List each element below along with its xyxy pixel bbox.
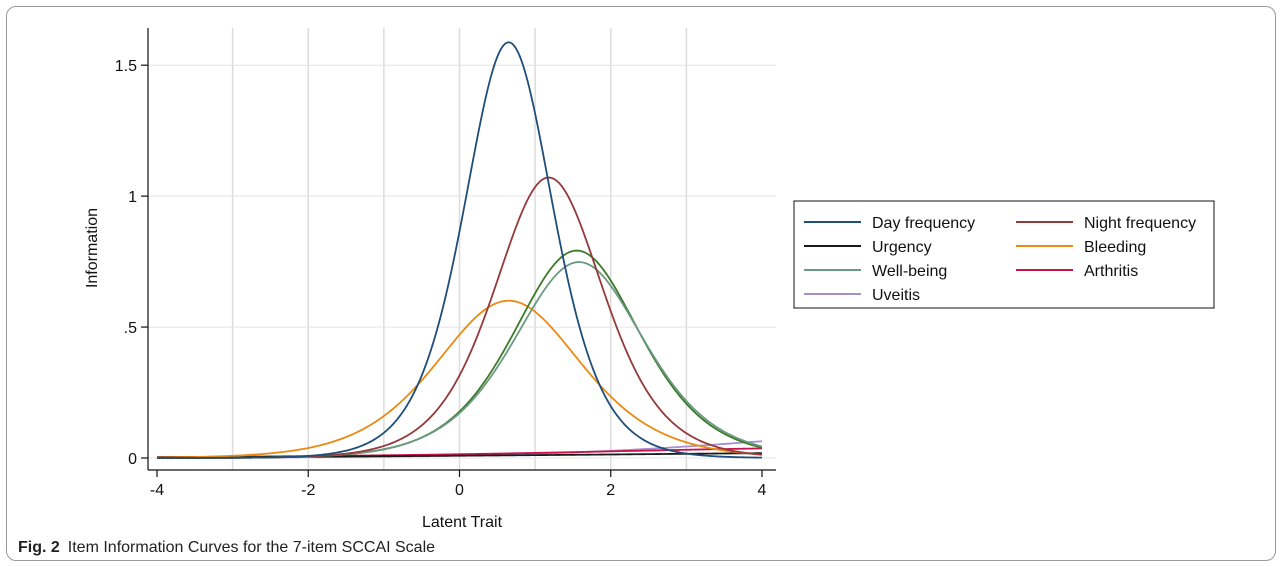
legend-label-arthritis: Arthritis (1084, 263, 1138, 280)
legend-label-day-frequency: Day frequency (872, 215, 975, 232)
y-tick-label: 0 (128, 451, 137, 468)
x-tick-label: 0 (455, 482, 464, 499)
legend-box (793, 200, 1215, 309)
legend: Day frequency Night frequency Urgency Bleed… (793, 200, 1215, 309)
x-tick-label: -2 (301, 482, 315, 499)
legend-label-uveitis: Uveitis (872, 287, 920, 304)
grid-layer (148, 28, 776, 470)
figure-caption-text: Item Information Curves for the 7-item S… (67, 539, 436, 556)
x-tick-label: -4 (150, 482, 164, 499)
legend-label-night-frequency: Night frequency (1084, 215, 1196, 232)
lines-layer (156, 41, 763, 459)
y-tick-label: 1 (128, 189, 137, 206)
y-axis-label: Information (84, 208, 101, 288)
y-tick-label: .5 (124, 320, 137, 337)
series-line-day-frequency (157, 41, 763, 459)
series-line-bleeding (156, 299, 763, 459)
x-axis-label: Latent Trait (422, 514, 503, 531)
legend-label-well-being: Well-being (872, 263, 947, 280)
x-tick-label: 4 (758, 482, 767, 499)
figure-label: Fig. 2 (18, 539, 60, 556)
legend-label-bleeding: Bleeding (1084, 239, 1146, 256)
legend-label-urgency: Urgency (872, 239, 932, 256)
figure-caption: Fig. 2 Item Information Curves for the 7-… (18, 539, 435, 557)
x-tick-label: 2 (606, 482, 615, 499)
y-tick-label: 1.5 (115, 58, 137, 75)
axes-layer: 0 .5 1 1.5 -4 -2 0 2 4 (115, 28, 776, 499)
